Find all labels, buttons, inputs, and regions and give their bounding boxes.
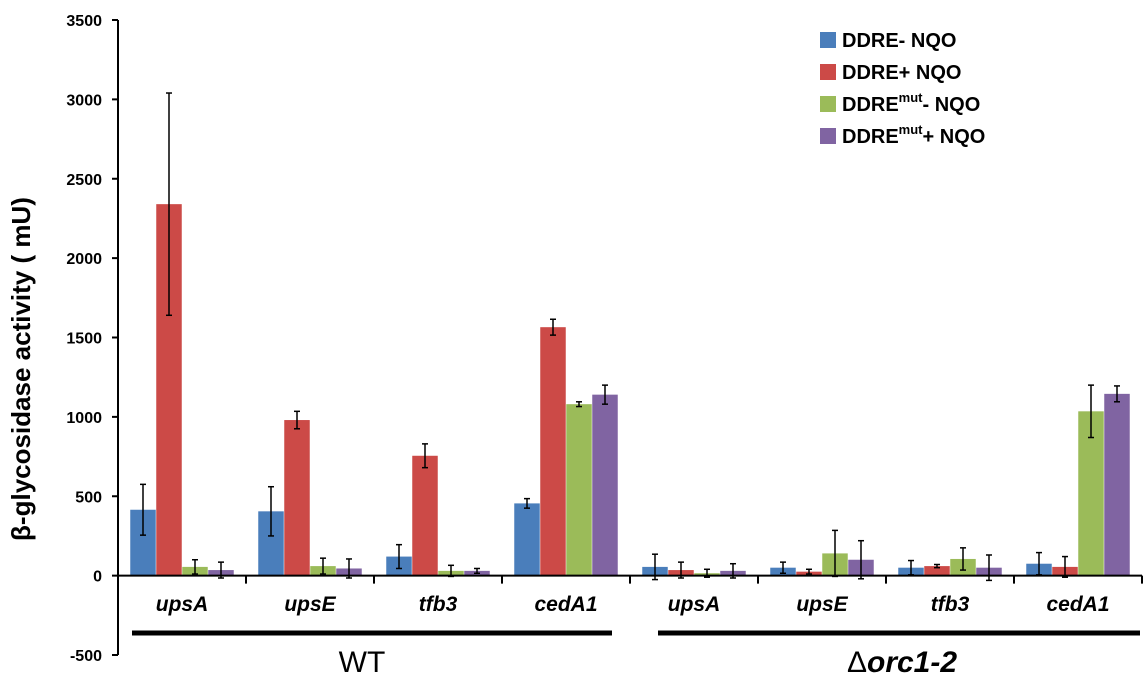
category-label: tfb3 — [419, 593, 458, 616]
bar — [924, 566, 950, 576]
y-tick-label: 2000 — [66, 251, 102, 268]
category-label: upsE — [796, 593, 848, 616]
legend-swatch — [820, 64, 836, 80]
legend-entry: DDREmut- NQO — [842, 90, 980, 116]
y-tick-label: -500 — [70, 648, 102, 665]
legend-swatch — [820, 32, 836, 48]
y-tick-label: 0 — [93, 569, 102, 586]
legend: DDRE- NQO DDRE+ NQO DDREmut- NQO DDREmut+ N… — [820, 30, 985, 148]
y-tick-label: 500 — [75, 489, 102, 506]
bar — [1078, 411, 1104, 576]
y-tick-label: 1500 — [66, 331, 102, 348]
bar — [540, 327, 566, 576]
category-label: tfb3 — [931, 593, 970, 616]
delta-symbol: Δ — [847, 646, 867, 679]
bar — [566, 404, 592, 576]
y-tick-label: 2500 — [66, 172, 102, 189]
group-label-orc: Δorc1-2 — [847, 646, 957, 679]
category-label: upsA — [156, 593, 209, 616]
legend-swatch — [820, 96, 836, 112]
y-ticks: -500 0 500 1000 1500 2000 2500 3000 3500 — [66, 13, 118, 665]
category-label: cedA1 — [534, 593, 597, 616]
bar — [592, 394, 618, 576]
legend-swatch — [820, 128, 836, 144]
error-bars-layer — [140, 92, 1120, 582]
y-tick-label: 3000 — [66, 92, 102, 109]
category-label: cedA1 — [1046, 593, 1109, 616]
y-tick-label: 3500 — [66, 13, 102, 30]
bars-layer — [130, 204, 1130, 576]
category-label: upsA — [668, 593, 721, 616]
category-label: upsE — [284, 593, 336, 616]
category-labels: upsA upsE tfb3 cedA1 upsA upsE tfb3 cedA1 — [117, 575, 1143, 616]
bar — [412, 455, 438, 576]
legend-entry: DDRE+ NQO — [842, 62, 961, 84]
group-label-orc-main: orc1-2 — [867, 646, 957, 679]
legend-entry: DDREmut+ NQO — [842, 122, 985, 148]
bar — [1104, 393, 1130, 576]
bar — [514, 503, 540, 576]
group-label-wt: WT — [339, 646, 386, 679]
y-axis-label: β-glycosidase activity ( mU) — [6, 197, 36, 541]
y-tick-label: 1000 — [66, 410, 102, 427]
legend-entry: DDRE- NQO — [842, 30, 956, 52]
bar — [284, 420, 310, 576]
